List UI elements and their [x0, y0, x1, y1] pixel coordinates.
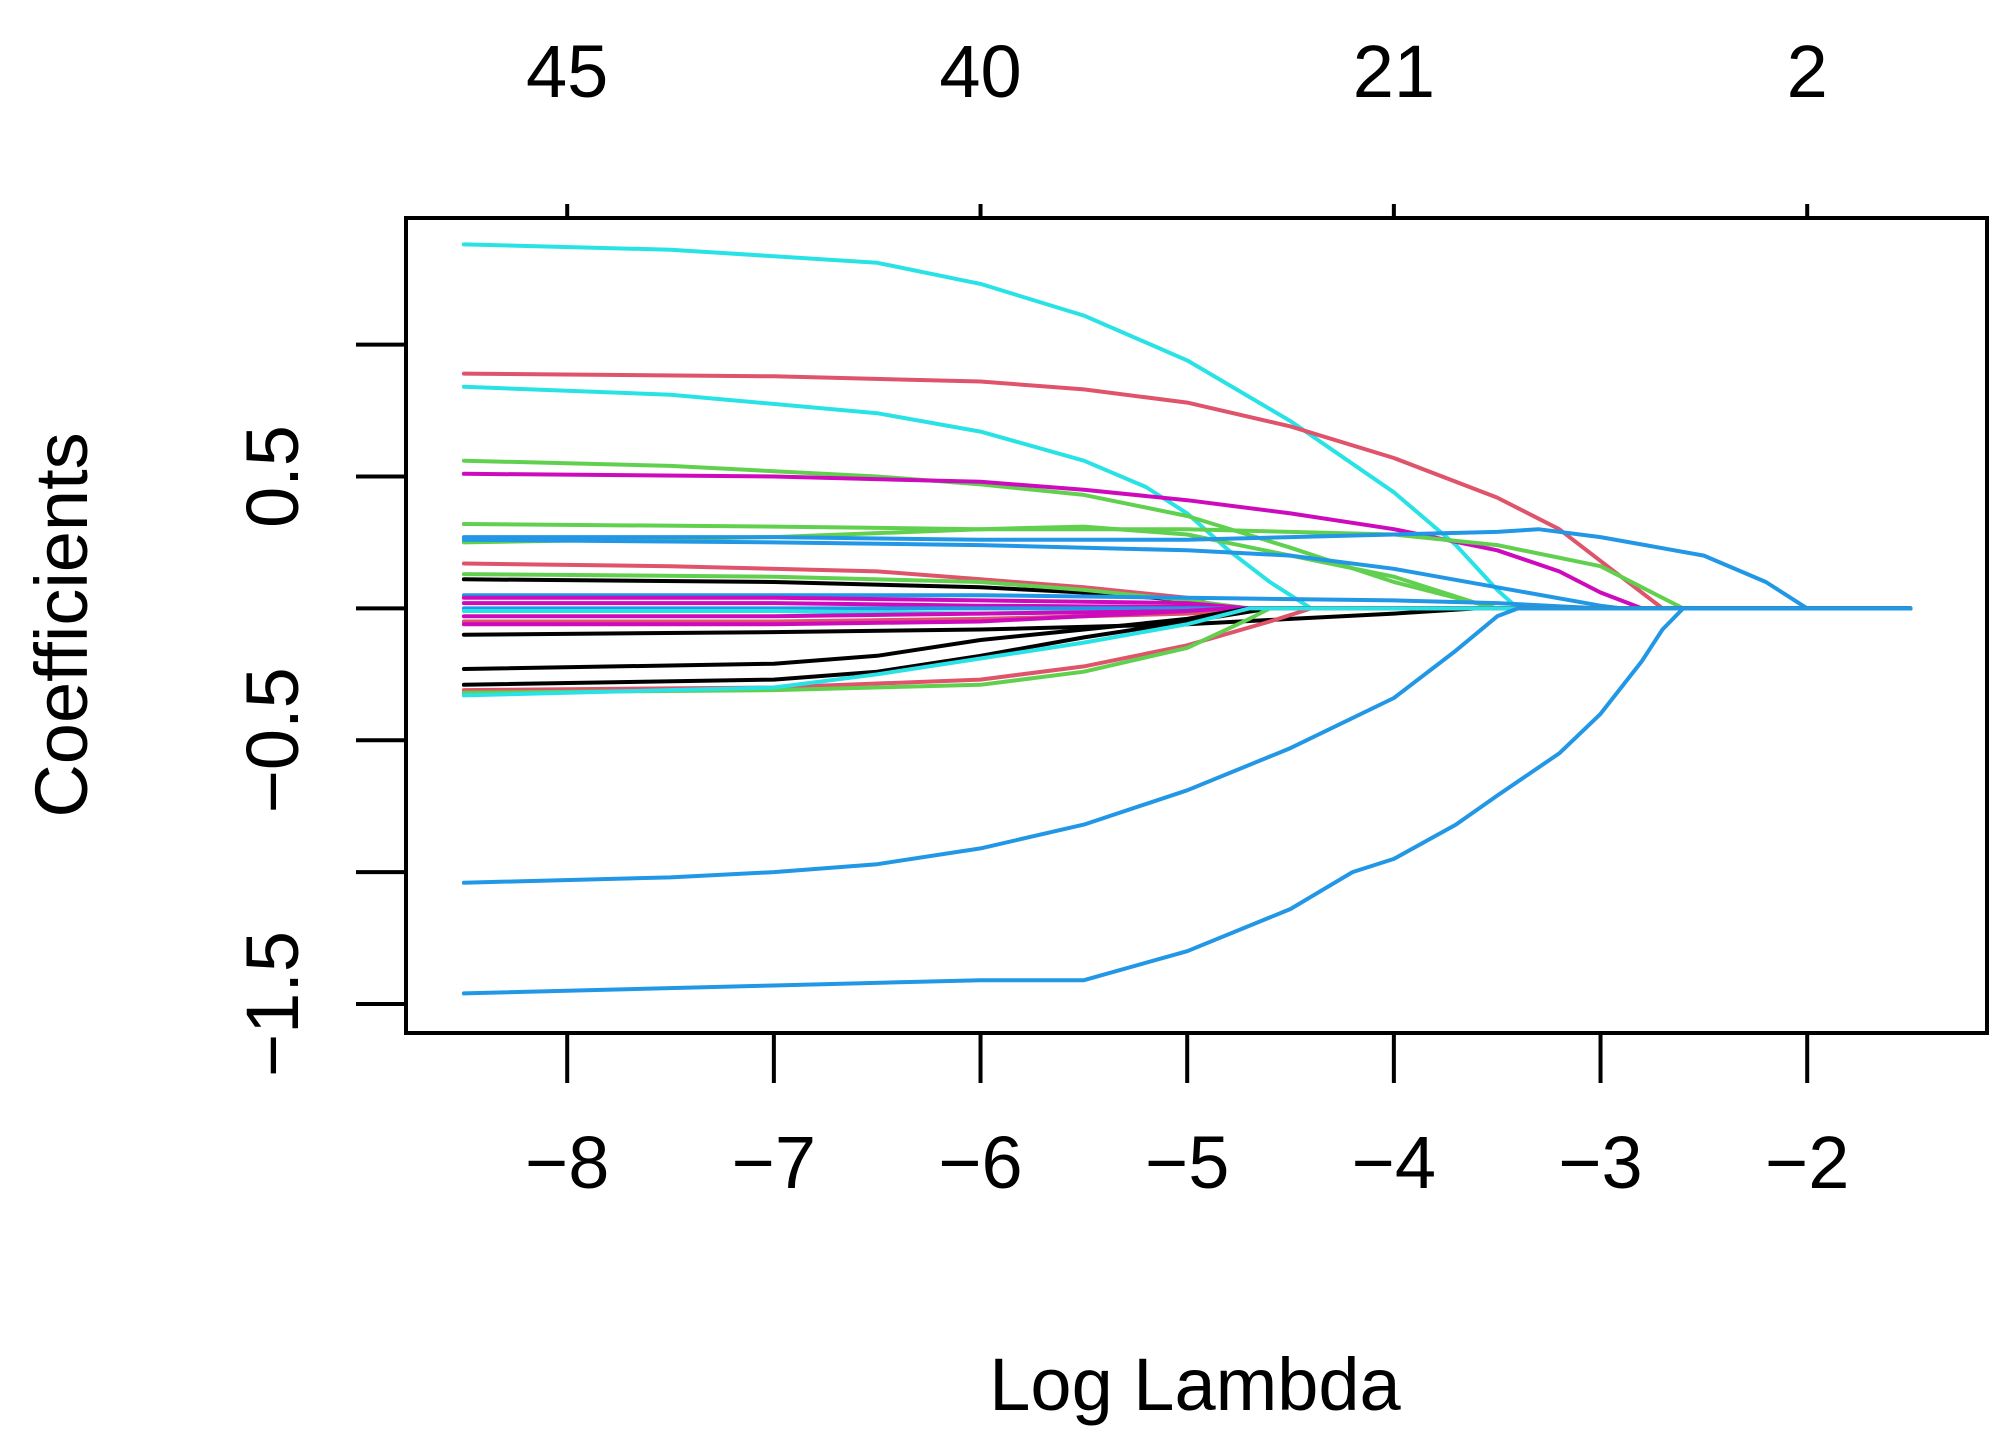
coefficient-path-3 [461, 384, 1913, 611]
x-tick-label: −6 [938, 1121, 1022, 1204]
y-axis: −1.5 −0.5 0.5 [231, 342, 406, 1077]
coefficient-path-27 [461, 606, 1913, 885]
coefficient-path-5 [461, 471, 1913, 611]
coefficient-path-2 [461, 371, 1913, 611]
top-tick-label: 45 [526, 30, 608, 113]
x-tick-label: −2 [1765, 1121, 1849, 1204]
coefficient-path-28 [461, 606, 1913, 996]
x-axis: −8 −7 −6 −5 −4 −3 −2 [525, 1033, 1849, 1204]
top-tick-label: 21 [1353, 30, 1435, 113]
y-tick-label: −1.5 [231, 931, 314, 1077]
y-tick-label: 0.5 [231, 425, 314, 528]
coefficient-path-23 [461, 606, 1913, 687]
x-tick-label: −8 [525, 1121, 609, 1204]
coefficient-path-8 [461, 527, 1913, 611]
coefficient-path-20 [461, 606, 1913, 627]
coefficient-paths [461, 242, 1913, 996]
coefficient-path-1 [461, 242, 1913, 611]
coefficient-path-24 [461, 606, 1913, 693]
coefficient-path-26 [461, 606, 1913, 698]
x-tick-label: −3 [1558, 1121, 1642, 1204]
y-tick-label: −0.5 [231, 667, 314, 813]
top-axis-df: 45 40 21 2 [526, 30, 1828, 218]
x-tick-label: −4 [1352, 1121, 1436, 1204]
x-tick-label: −5 [1145, 1121, 1229, 1204]
top-tick-label: 40 [939, 30, 1021, 113]
top-tick-label: 2 [1787, 30, 1828, 113]
coefficient-path-6 [461, 522, 1913, 611]
plot-frame [404, 216, 1989, 1035]
x-axis-title: Log Lambda [989, 1343, 1401, 1426]
coefficient-path-7 [461, 524, 1913, 611]
y-axis-title: Coefficients [20, 432, 103, 817]
x-tick-label: −7 [732, 1121, 816, 1204]
